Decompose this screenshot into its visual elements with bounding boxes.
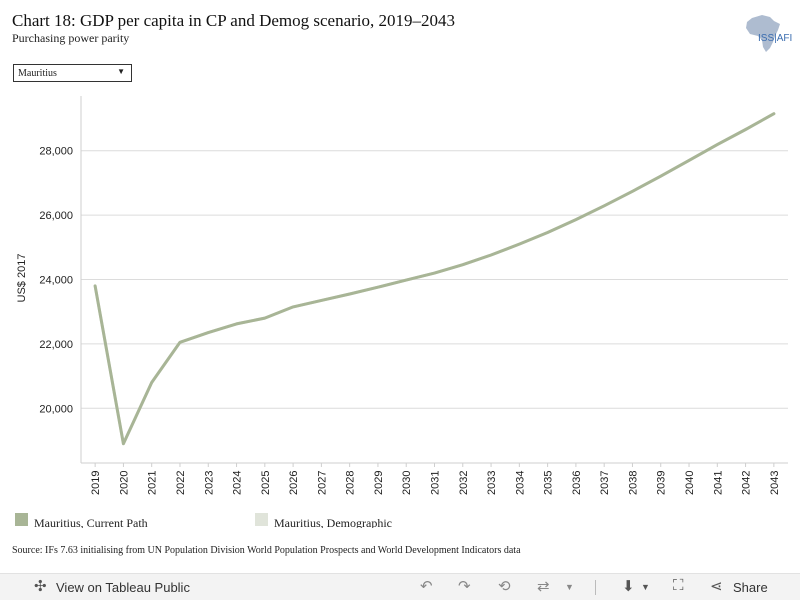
refresh-icon[interactable]: ⇄	[537, 578, 550, 595]
country-filter-dropdown[interactable]: Mauritius ▼	[13, 64, 132, 82]
y-tick-label: 22,000	[39, 339, 73, 351]
x-tick-label: 2039	[656, 471, 668, 495]
series-line[interactable]	[93, 112, 776, 446]
legend-label: Mauritius, Demographic	[274, 516, 392, 528]
x-tick-label: 2031	[430, 471, 442, 495]
chart-subtitle: Purchasing power parity	[12, 31, 130, 45]
y-axis-label: US$ 2017	[16, 254, 28, 303]
share-button[interactable]: Share	[733, 580, 768, 595]
undo-icon[interactable]: ↶	[420, 578, 433, 595]
chart-title: Chart 18: GDP per capita in CP and Demog…	[12, 11, 456, 30]
x-tick-label: 2027	[316, 471, 328, 495]
chevron-down-icon[interactable]: ▼	[641, 582, 650, 592]
legend-item-current-path[interactable]: Mauritius, Current Path	[15, 512, 215, 528]
y-tick-labels: 20,000 22,000 24,000 26,000 28,000	[39, 146, 73, 416]
x-tick-labels: 2019 2020 2021 2022 2023 2024 2025 2026 2027 2028…	[90, 463, 781, 495]
series-line[interactable]	[93, 112, 776, 446]
series-lines	[93, 112, 776, 446]
x-tick-label: 2033	[486, 471, 498, 495]
x-tick-label: 2021	[147, 471, 159, 495]
share-icon[interactable]: ⋖	[710, 578, 723, 595]
x-tick-label: 2030	[401, 471, 413, 495]
download-icon[interactable]: ⬇	[622, 578, 635, 595]
x-tick-label: 2023	[203, 471, 215, 495]
x-tick-label: 2035	[543, 471, 555, 495]
gridlines	[81, 150, 788, 409]
revert-icon[interactable]: ⟲	[498, 578, 511, 595]
x-tick-label: 2019	[90, 471, 102, 495]
x-tick-label: 2029	[373, 471, 385, 495]
y-tick-label: 28,000	[39, 146, 73, 158]
redo-icon[interactable]: ↷	[458, 578, 471, 595]
x-tick-label: 2041	[712, 471, 724, 495]
legend-item-demographic[interactable]: Mauritius, Demographic	[255, 512, 475, 528]
x-tick-label: 2040	[684, 471, 696, 495]
x-tick-label: 2020	[118, 471, 130, 495]
x-tick-label: 2037	[599, 471, 611, 495]
x-tick-label: 2034	[514, 471, 526, 495]
legend-swatch	[255, 513, 268, 526]
x-tick-label: 2022	[175, 471, 187, 495]
logo-text: ISS|AFI	[758, 33, 793, 44]
legend-swatch	[15, 513, 28, 526]
x-tick-label: 2038	[627, 471, 639, 495]
africa-map-logo-icon	[746, 15, 780, 52]
x-tick-label: 2024	[232, 471, 244, 495]
toolbar-divider	[595, 580, 596, 595]
x-tick-label: 2042	[741, 471, 753, 495]
dropdown-value: Mauritius	[18, 68, 57, 79]
x-tick-label: 2028	[345, 471, 357, 495]
source-note: Source: IFs 7.63 initialising from UN Po…	[12, 545, 521, 556]
x-tick-label: 2025	[260, 471, 272, 495]
x-tick-label: 2036	[571, 471, 583, 495]
tableau-logo-icon: ✣	[34, 578, 47, 595]
view-on-tableau-link[interactable]: View on Tableau Public	[56, 580, 190, 595]
chevron-down-icon: ▼	[117, 67, 125, 76]
legend-label: Mauritius, Current Path	[34, 516, 148, 528]
y-tick-label: 24,000	[39, 275, 73, 287]
x-tick-label: 2026	[288, 471, 300, 495]
y-tick-label: 26,000	[39, 210, 73, 222]
x-tick-label: 2032	[458, 471, 470, 495]
fullscreen-icon[interactable]: ⛶	[673, 577, 684, 594]
tableau-toolbar: ✣ View on Tableau Public ↶ ↷ ⟲ ⇄ ▼ ⬇ ▼ ⛶…	[0, 573, 800, 600]
y-tick-label: 20,000	[39, 403, 73, 415]
chevron-down-icon[interactable]: ▼	[565, 582, 574, 592]
x-tick-label: 2043	[769, 471, 781, 495]
